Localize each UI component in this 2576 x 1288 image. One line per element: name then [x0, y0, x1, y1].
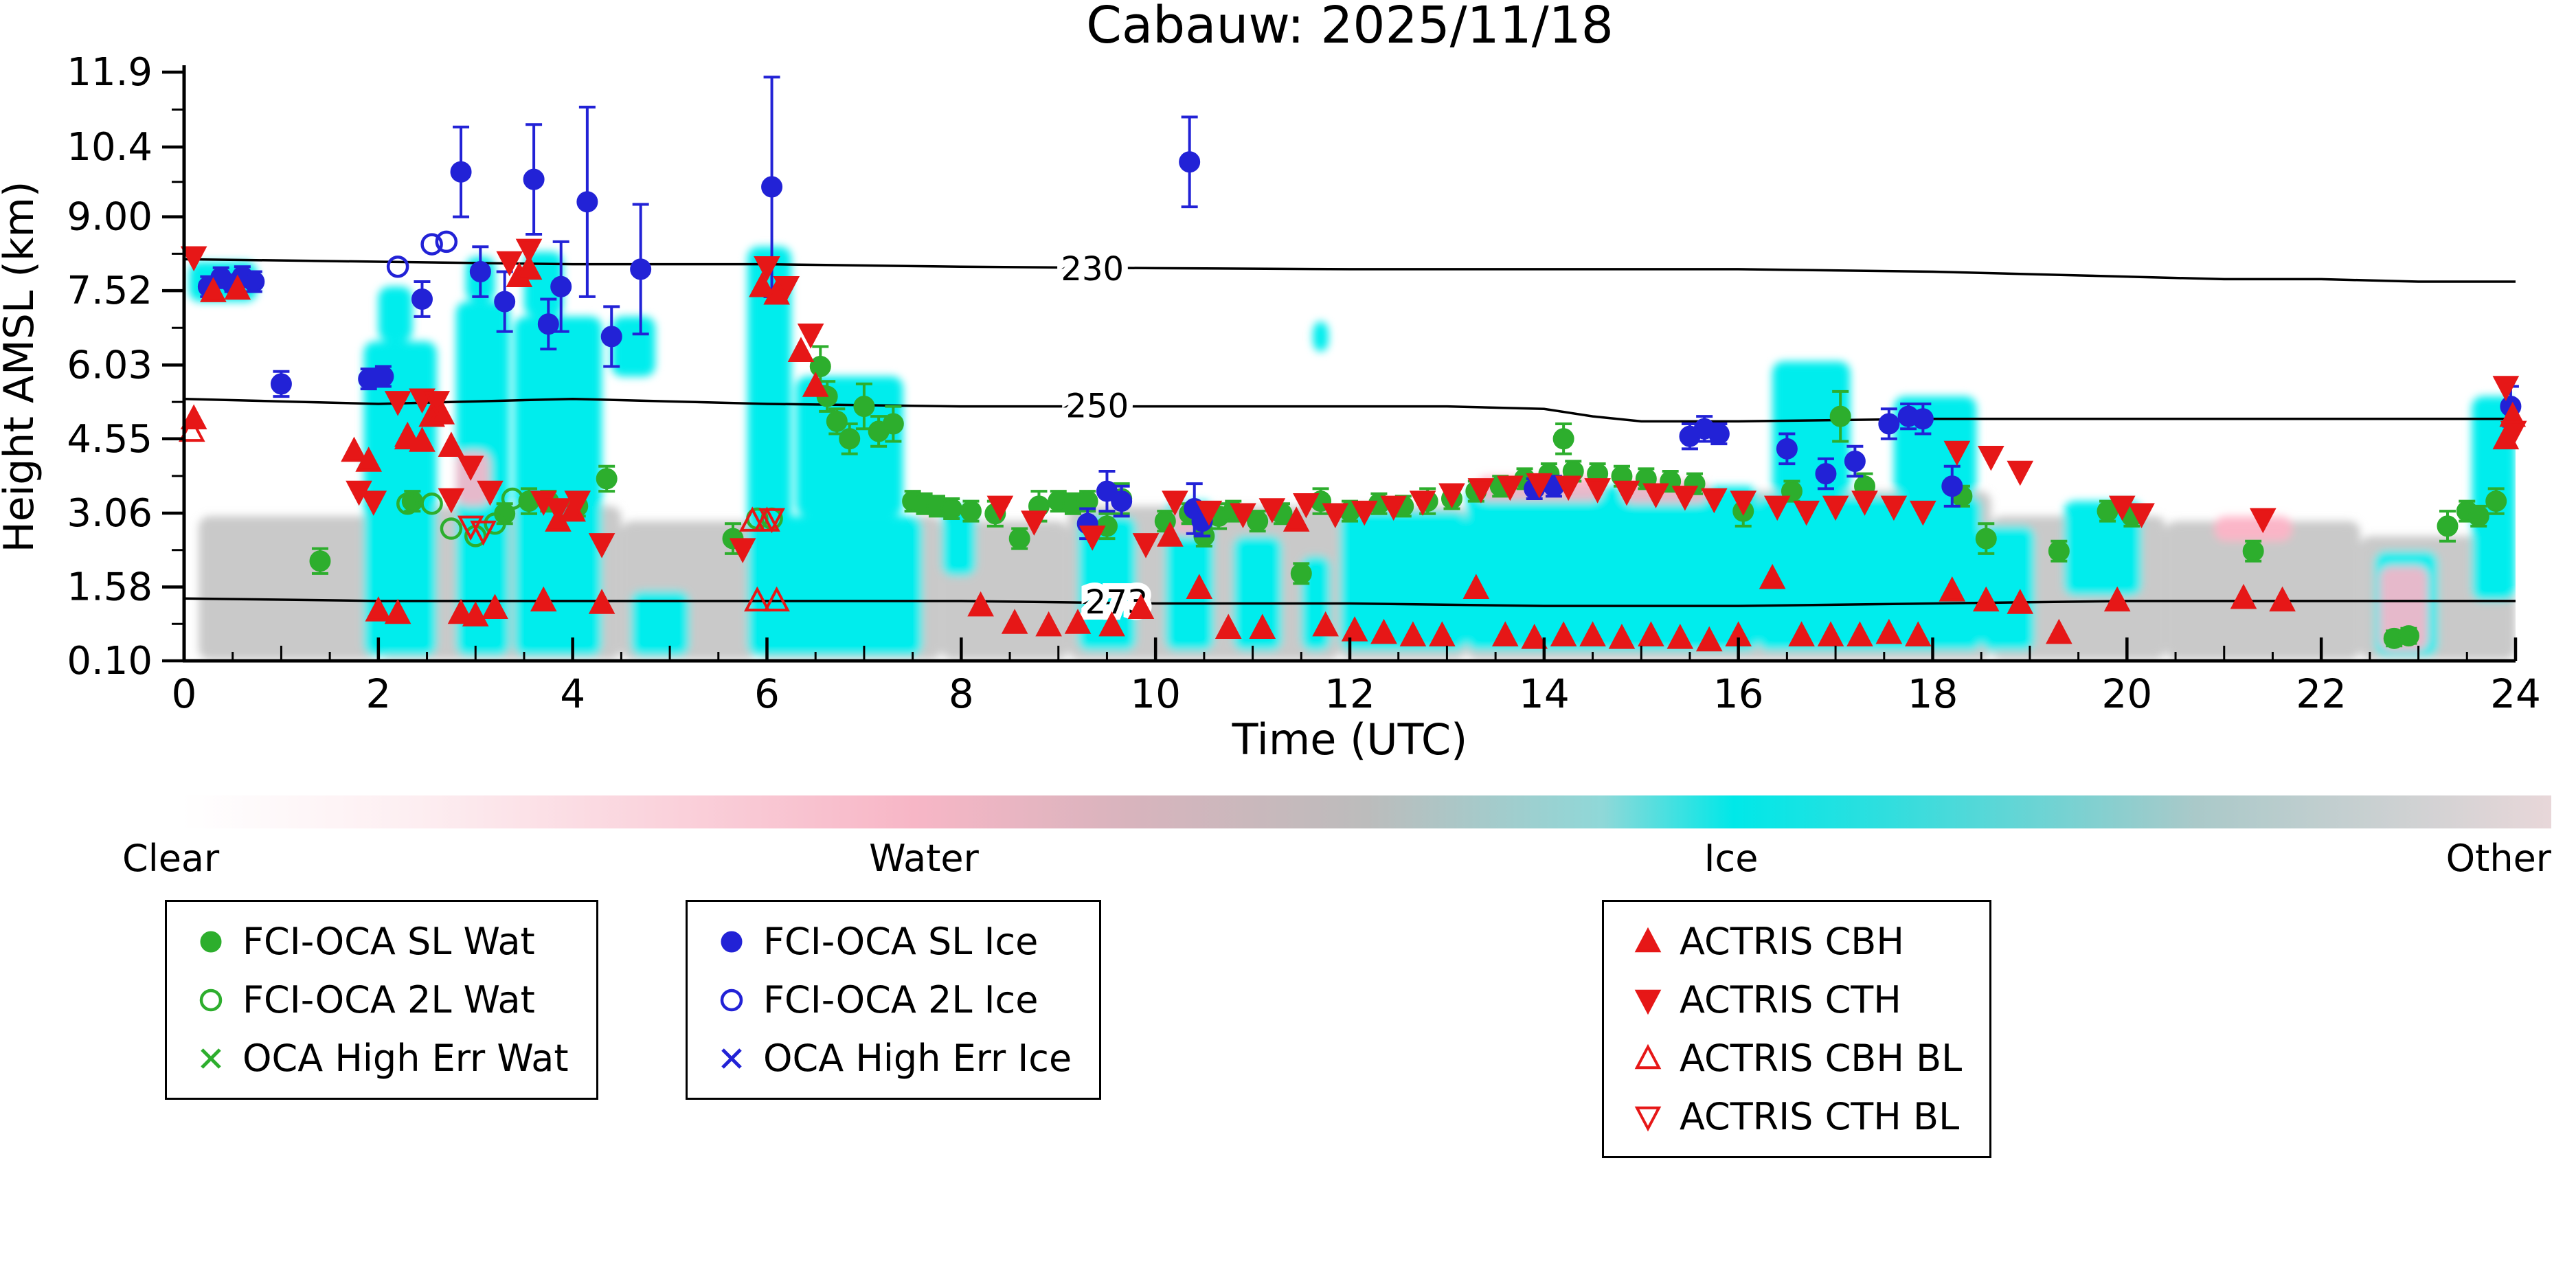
legend-label: FCI-OCA 2L Ice — [763, 978, 1039, 1021]
legend-item-oca-high-err-wat: OCA High Err Wat — [194, 1037, 569, 1080]
y-tick-label: 7.52 — [67, 269, 152, 313]
scatter-series — [178, 76, 2527, 652]
x-tick-label: 2 — [365, 670, 391, 717]
y-tick-label: 10.4 — [67, 125, 152, 170]
circle-marker-icon — [200, 931, 222, 952]
series-actris-cth-bl — [457, 508, 785, 546]
legend-item-fci-oca-sl-wat: FCI-OCA SL Wat — [194, 920, 569, 963]
legend-ice-products: FCI-OCA SL Ice FCI-OCA 2L Ice OCA High Err… — [686, 900, 1102, 1100]
triangle-up-marker-icon — [1634, 927, 1662, 952]
legend-label: FCI-OCA SL Wat — [242, 920, 535, 963]
circle-marker-icon — [199, 988, 223, 1011]
colorbar-label-clear: Clear — [122, 837, 220, 880]
legend-item-fci-oca-2l-ice: FCI-OCA 2L Ice — [715, 978, 1072, 1021]
legend-water-products: FCI-OCA SL Wat FCI-OCA 2L Wat OCA High Err… — [165, 900, 598, 1100]
series-actris-cth — [180, 238, 2527, 563]
legend-item-actris-cbh: ACTRIS CBH — [1631, 920, 1962, 963]
classification-field — [189, 247, 2516, 660]
x-axis-label: Time (UTC) — [1232, 714, 1468, 765]
x-tick-label: 24 — [2490, 670, 2541, 717]
triangle-down-marker-icon — [1634, 1106, 1662, 1131]
legend-label: FCI-OCA SL Ice — [763, 920, 1039, 963]
series-fci-oca-2l-ice — [386, 230, 458, 278]
chart-title: Cabauw: 2025/11/18 — [1086, 0, 1614, 55]
circle-marker-icon — [721, 931, 743, 952]
x-tick-label: 22 — [2296, 670, 2347, 717]
y-tick-label: 11.9 — [67, 50, 152, 95]
legend-item-actris-cth: ACTRIS CTH — [1631, 978, 1962, 1021]
legend-label: OCA High Err Ice — [763, 1037, 1072, 1080]
legend-label: ACTRIS CBH BL — [1680, 1037, 1963, 1080]
legend-item-oca-high-err-ice: OCA High Err Ice — [715, 1037, 1072, 1080]
contour-label-250: 250 — [1066, 387, 1129, 426]
series-fci-oca-sl-ice — [197, 76, 2522, 541]
chart-canvas: Cabauw: 2025/11/18 Height AMSL (km) Time… — [0, 0, 2541, 765]
legend-label: FCI-OCA 2L Wat — [242, 978, 535, 1021]
axes: 0 2 4 6 8 10 12 14 16 18 20 22 2411.910.49.007.526.0… — [67, 50, 2541, 717]
contour-label-230: 230 — [1061, 250, 1124, 289]
legend-label: ACTRIS CTH — [1680, 978, 1901, 1021]
legend-actris: ACTRIS CBH ACTRIS CTH ACTRIS CBH BL ACTRIS … — [1602, 900, 1992, 1158]
legend-item-fci-oca-sl-ice: FCI-OCA SL Ice — [715, 920, 1072, 963]
y-axis-label: Height AMSL (km) — [0, 181, 43, 553]
series-actris-cbh-bl — [178, 416, 790, 612]
x-tick-label: 10 — [1130, 670, 1181, 717]
x-tick-label: 20 — [2101, 670, 2152, 717]
series-actris-cbh — [180, 254, 2527, 652]
legend-label: ACTRIS CBH — [1680, 920, 1904, 963]
x-tick-label: 4 — [560, 670, 585, 717]
triangle-up-marker-icon — [1634, 1043, 1662, 1069]
legend-item-actris-cth-bl: ACTRIS CTH BL — [1631, 1095, 1962, 1138]
colorbar-label-other: Other — [2445, 837, 2551, 880]
legend-label: ACTRIS CTH BL — [1680, 1095, 1960, 1138]
x-marker-icon — [721, 1048, 742, 1069]
circle-marker-icon — [720, 988, 743, 1011]
y-tick-label: 0.10 — [67, 639, 152, 683]
legend-item-actris-cbh-bl: ACTRIS CBH BL — [1631, 1037, 1962, 1080]
y-tick-label: 1.58 — [67, 565, 152, 610]
legend-item-fci-oca-2l-wat: FCI-OCA 2L Wat — [194, 978, 569, 1021]
classification-colorbar — [181, 795, 2551, 828]
x-tick-label: 16 — [1713, 670, 1764, 717]
colorbar-label-water: Water — [869, 837, 979, 880]
x-tick-label: 6 — [754, 670, 780, 717]
x-tick-label: 12 — [1324, 670, 1375, 717]
x-marker-icon — [201, 1048, 221, 1069]
legend-label: OCA High Err Wat — [242, 1037, 569, 1080]
x-tick-label: 8 — [949, 670, 974, 717]
y-tick-label: 6.03 — [67, 343, 152, 387]
y-tick-label: 3.06 — [67, 491, 152, 536]
x-tick-label: 14 — [1519, 670, 1570, 717]
y-tick-label: 9.00 — [67, 195, 152, 240]
x-tick-label: 18 — [1908, 670, 1958, 717]
y-tick-label: 4.55 — [67, 417, 152, 462]
triangle-down-marker-icon — [1634, 989, 1662, 1015]
colorbar-label-ice: Ice — [1704, 837, 1759, 880]
x-tick-label: 0 — [172, 670, 197, 717]
